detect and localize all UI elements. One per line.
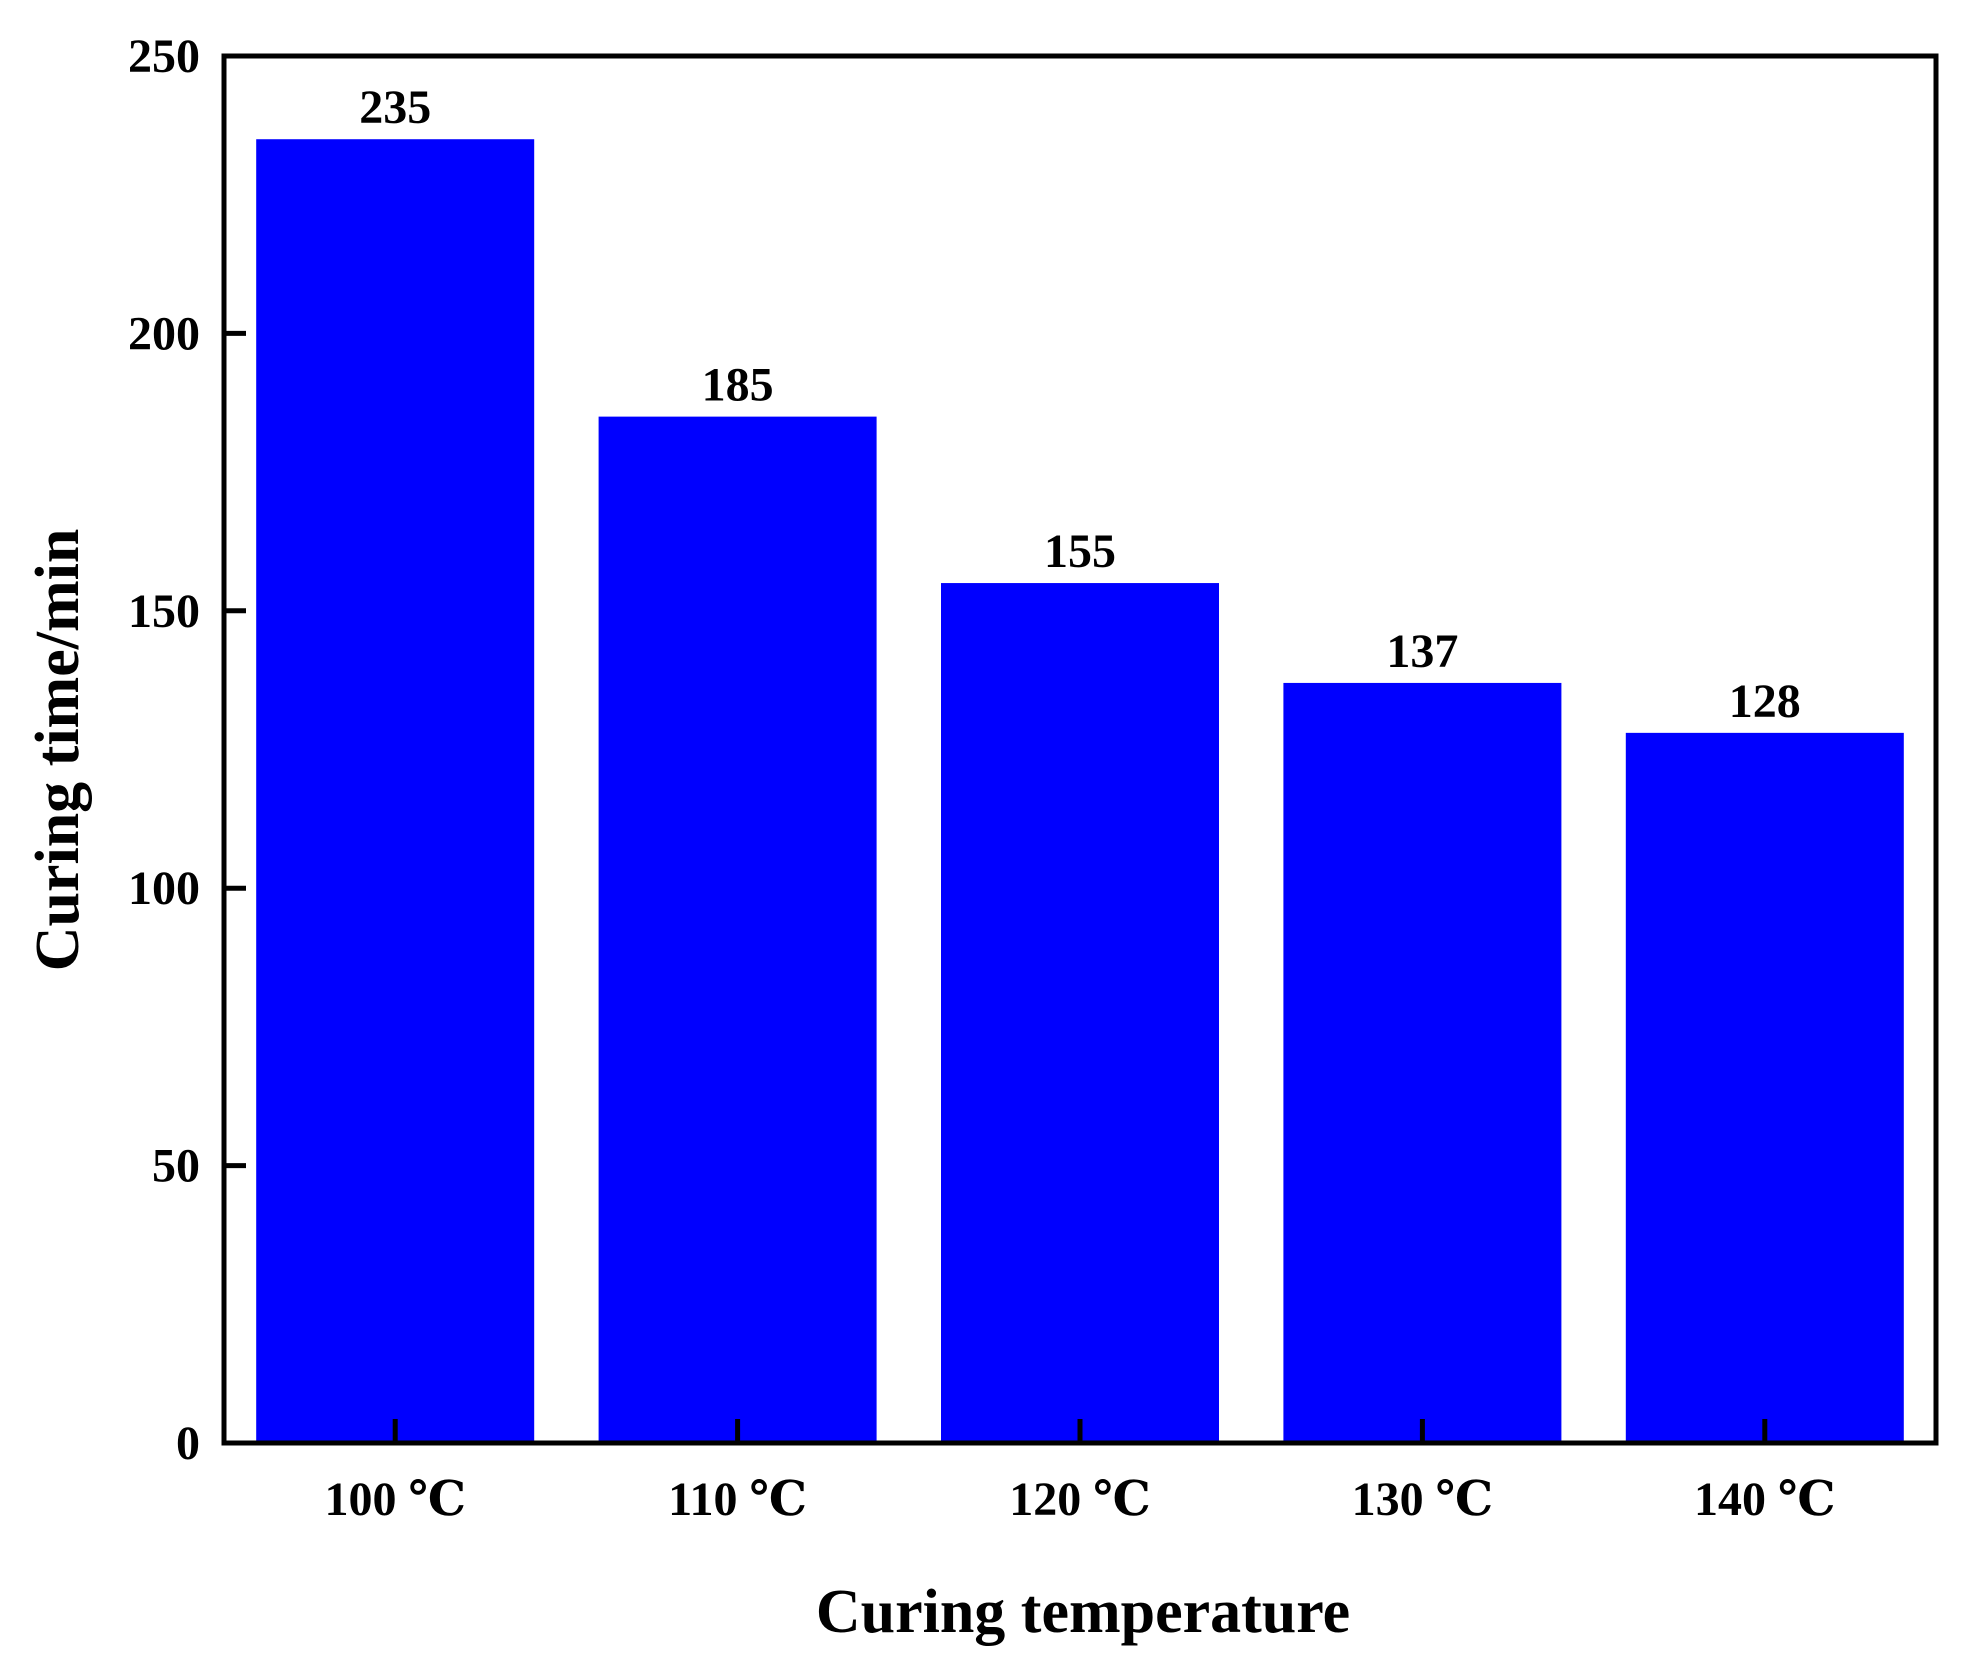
data-label: 155 [1044,525,1116,578]
bar [256,139,535,1444]
data-label: 235 [359,81,431,134]
data-label: 128 [1729,675,1801,728]
bars-group [256,139,1904,1444]
data-labels-group: 235 185 155 137 128 [359,81,1801,728]
y-tick-label: 100 [128,862,200,915]
x-tick-label: 140 ℃ [1694,1473,1836,1526]
data-label: 185 [702,359,774,412]
y-tick-label: 200 [128,307,200,360]
x-axis-title: Curing temperature [816,1578,1350,1646]
x-tick-label: 120 ℃ [1009,1473,1151,1526]
y-tick-label: 50 [152,1140,200,1193]
y-axis-title: Curing time/min [24,529,92,972]
x-tick-label: 110 ℃ [668,1473,807,1526]
data-label: 137 [1386,625,1458,678]
x-tick-label: 130 ℃ [1352,1473,1494,1526]
y-axis-ticks: 0 50 100 150 200 250 [128,30,246,1470]
y-tick-label: 250 [128,30,200,83]
bar [1283,682,1562,1443]
y-tick-label: 150 [128,585,200,638]
x-tick-label: 100 ℃ [324,1473,466,1526]
bar [941,583,1219,1443]
y-tick-label: 0 [176,1417,200,1470]
bar [598,416,877,1443]
bar [1625,732,1904,1443]
x-axis-ticks: 100 ℃ 110 ℃ 120 ℃ 130 ℃ 140 ℃ [324,1419,1836,1526]
